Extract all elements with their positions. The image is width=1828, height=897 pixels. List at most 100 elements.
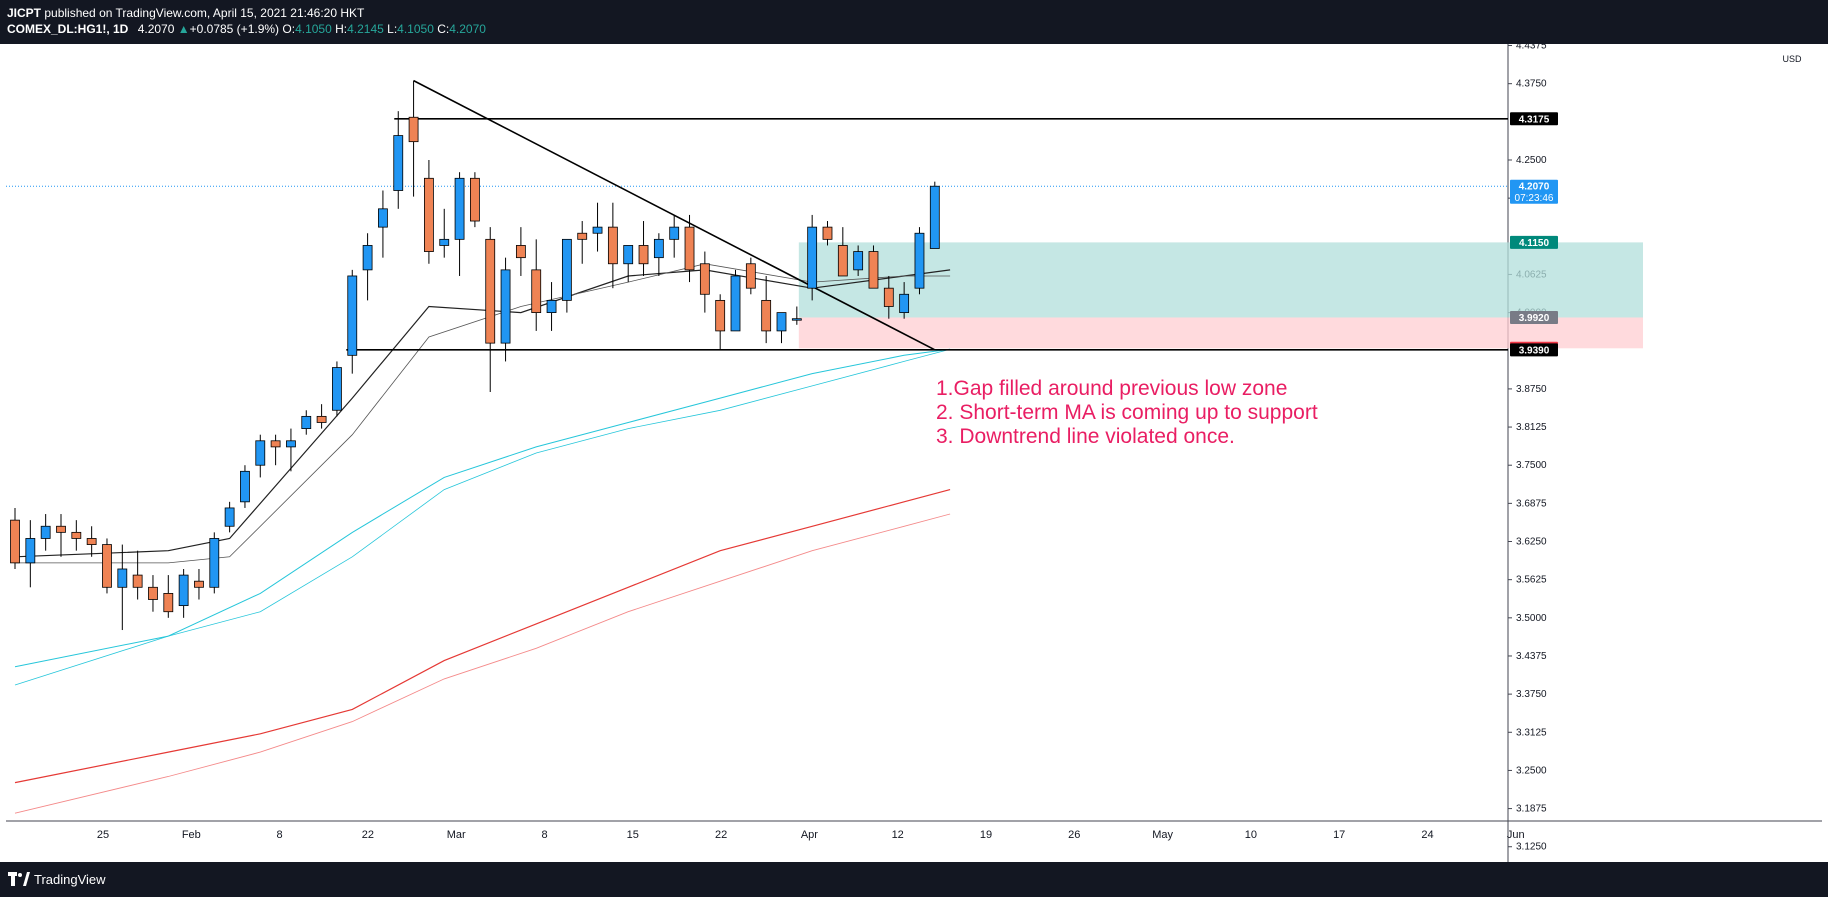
ma-mid-teal-2	[14, 348, 951, 686]
ma-mid-teal-1	[14, 348, 951, 668]
candle-body	[807, 226, 818, 289]
candle-body	[546, 299, 557, 313]
candle-body	[837, 245, 848, 277]
annotation-line: 3. Downtrend line violated once.	[936, 425, 1235, 448]
candle-body	[424, 177, 434, 252]
candle-body	[178, 574, 189, 607]
candle-body	[117, 568, 128, 588]
ohlc-legend: COMEX_DL:HG1!, 1D 4.2070 ▲+0.0785 (+1.9%…	[7, 22, 486, 36]
candle-body	[163, 593, 174, 613]
candle-body	[255, 440, 266, 466]
x-tick-label: Jun	[1507, 829, 1525, 841]
last-price: 4.2070	[137, 22, 175, 36]
x-tick-label: 8	[541, 829, 547, 841]
open-value: 4.1050	[295, 22, 332, 36]
candle-body	[25, 538, 36, 564]
open-label: O:	[282, 22, 296, 36]
y-tick-label: 3.1875	[1516, 804, 1547, 815]
price-label-text: 3.9390	[1519, 345, 1550, 356]
candle-body	[684, 226, 695, 271]
y-tick-label: 3.7500	[1516, 460, 1547, 471]
candle-body	[378, 208, 388, 228]
price-label-text: 4.1150	[1519, 238, 1549, 249]
low-label: L:	[387, 22, 398, 36]
candle-body	[868, 251, 879, 289]
candle-body	[393, 135, 404, 191]
candle-body	[86, 538, 97, 545]
y-tick-label: 3.2500	[1516, 765, 1547, 776]
y-tick-label: 3.1250	[1516, 842, 1547, 853]
ma-fast-grey	[15, 263, 951, 564]
x-tick-label: 19	[980, 829, 992, 841]
x-tick-label: 22	[362, 829, 374, 841]
price-label-bg	[1510, 343, 1558, 357]
candle-body	[240, 470, 250, 503]
annotation-line: 2. Short-term MA is coming up to support	[936, 401, 1318, 424]
candle-body	[929, 185, 940, 249]
brand-name[interactable]: TradingView	[34, 872, 106, 887]
annotation-line: 1.Gap filled around previous low zone	[936, 377, 1287, 400]
candle-body	[592, 226, 603, 234]
candle-body	[454, 177, 465, 240]
low-value: 4.1050	[397, 22, 434, 36]
candle-body	[607, 226, 618, 265]
y-tick-label: 3.3750	[1516, 689, 1547, 700]
y-tick-label: 4.3750	[1516, 79, 1547, 90]
candle-body	[347, 275, 358, 356]
candle-body	[40, 525, 51, 539]
y-tick-label: 4.4375	[1516, 44, 1547, 52]
price-label-bg	[1510, 235, 1558, 249]
ma-slow-red-1	[14, 489, 951, 784]
change-value: +0.0785 (+1.9%)	[189, 22, 280, 36]
candle-body	[10, 519, 20, 564]
x-tick-label: Mar	[447, 829, 466, 841]
candle-body	[56, 525, 66, 533]
candle-body	[408, 116, 419, 143]
author-name[interactable]: JICPT	[7, 6, 42, 20]
candle-body	[71, 531, 82, 539]
close-label: C:	[437, 22, 450, 36]
y-tick-label: 3.6875	[1516, 498, 1547, 509]
candle-body	[332, 367, 342, 411]
candle-body	[362, 245, 373, 271]
publish-text: published on TradingView.com, April 15, …	[44, 6, 365, 20]
y-tick-label: 3.6250	[1516, 537, 1547, 548]
currency-label: USD	[1782, 54, 1802, 64]
candle-body	[500, 269, 511, 344]
candle-body	[531, 269, 542, 313]
footer-bar: TradingView	[0, 862, 1828, 897]
candle-body	[102, 544, 112, 588]
candle-body	[209, 538, 220, 588]
candle-body	[316, 415, 327, 423]
x-tick-label: 26	[1068, 829, 1080, 841]
y-tick-label: 4.2500	[1516, 155, 1547, 166]
candle-body	[853, 251, 864, 271]
price-label-text: 4.3175	[1519, 114, 1550, 125]
symbol-label[interactable]: COMEX_DL:HG1!, 1D	[7, 22, 129, 36]
y-tick-label: 3.3125	[1516, 727, 1547, 738]
y-tick-label: 3.5625	[1516, 575, 1547, 586]
candle-body	[469, 177, 480, 222]
candle-body	[577, 232, 588, 240]
candle-body	[822, 226, 833, 240]
x-tick-label: 22	[715, 829, 727, 841]
loss-zone	[798, 317, 1643, 349]
candle-body	[715, 299, 726, 332]
y-tick-label: 3.8125	[1516, 422, 1547, 433]
chart-header: JICPT published on TradingView.com, Apri…	[0, 0, 1828, 44]
x-tick-label: 15	[627, 829, 639, 841]
candle-body	[194, 580, 204, 588]
chart-frame[interactable]: 4.43754.37504.25004.18754.06254.00003.87…	[6, 41, 1822, 862]
candle-body	[791, 318, 802, 321]
price-chart[interactable]: 4.43754.37504.25004.18754.06254.00003.87…	[6, 41, 1822, 862]
tradingview-logo-icon[interactable]	[8, 872, 30, 886]
candle-body	[914, 232, 925, 289]
x-tick-label: 8	[277, 829, 283, 841]
x-tick-label: 17	[1333, 829, 1345, 841]
ma-slow-red-2	[14, 513, 951, 814]
candle-body	[132, 574, 143, 588]
price-label-countdown: 07:23:46	[1515, 193, 1554, 204]
price-label-text: 3.9920	[1519, 313, 1550, 324]
price-label-bg	[1510, 310, 1558, 324]
candle-body	[653, 238, 664, 259]
